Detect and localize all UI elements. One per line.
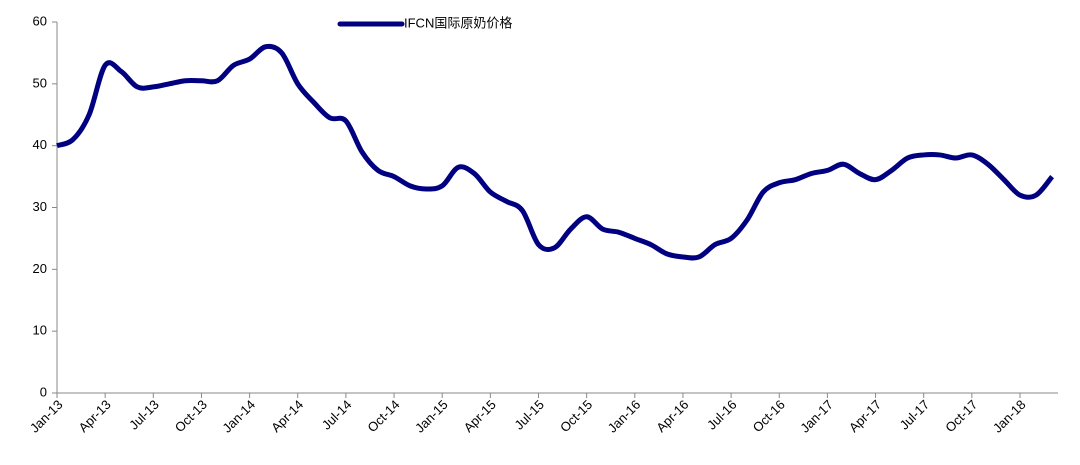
y-tick-label: 40 [33, 137, 47, 152]
y-tick-label: 60 [33, 13, 47, 28]
x-tick-label: Apr-16 [653, 397, 691, 435]
x-tick-label: Jan-17 [797, 397, 836, 436]
legend-label: IFCN国际原奶价格 [404, 15, 512, 30]
x-tick-label: Jul-13 [126, 397, 162, 433]
y-tick-label: 30 [33, 199, 47, 214]
x-tick-label: Apr-13 [75, 397, 113, 435]
x-tick-label: Oct-14 [364, 397, 402, 435]
x-tick-label: Oct-16 [750, 397, 788, 435]
x-tick-label: Jul-16 [704, 397, 740, 433]
x-tick-label: Jan-15 [412, 397, 451, 436]
y-tick-label: 0 [40, 384, 47, 399]
x-tick-label: Apr-14 [268, 397, 306, 435]
line [56, 43, 1055, 261]
y-tick-label: 50 [33, 75, 47, 90]
x-tick-label: Oct-13 [172, 397, 210, 435]
x-tick-label: Jan-14 [219, 397, 258, 436]
x-tick-label: Jul-17 [897, 397, 933, 433]
x-tick-label: Apr-17 [846, 397, 884, 435]
x-tick-label: Jan-13 [27, 397, 66, 436]
y-tick-label: 20 [33, 261, 47, 276]
x-tick-label: Jan-18 [990, 397, 1029, 436]
x-tick-label: Apr-15 [461, 397, 499, 435]
x-tick-label: Jan-16 [605, 397, 644, 436]
y-tick-label: 10 [33, 323, 47, 338]
x-tick-label: Jul-14 [319, 397, 355, 433]
x-tick-label: Oct-17 [942, 397, 980, 435]
x-tick-label: Jul-15 [511, 397, 547, 433]
x-tick-label: Oct-15 [557, 397, 595, 435]
